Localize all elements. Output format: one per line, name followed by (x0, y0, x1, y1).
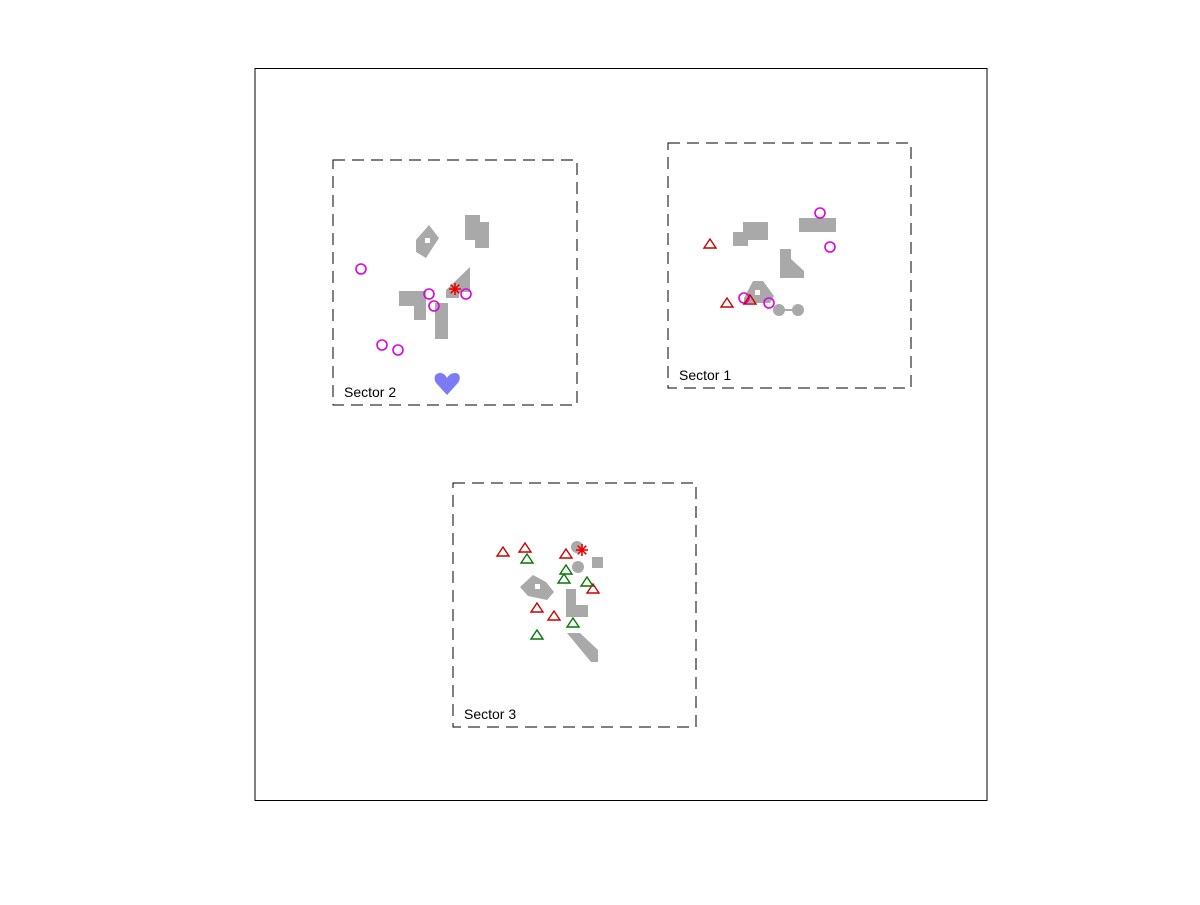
target-heart[interactable] (434, 373, 460, 395)
green-triangle-icon[interactable] (565, 616, 581, 628)
asterisk-star-icon[interactable] (576, 544, 588, 556)
green-triangle-icon[interactable] (579, 575, 595, 587)
sector-3-obstacles (520, 541, 603, 662)
sector-1-box[interactable]: Sector 1 (667, 142, 912, 389)
sector-3-box[interactable]: Sector 3 (452, 482, 697, 728)
obstacle-node (572, 561, 584, 573)
sector-2-label: Sector 2 (344, 384, 396, 400)
hollow-circle-icon[interactable] (423, 288, 435, 300)
red-triangle-icon[interactable] (517, 541, 533, 553)
red-triangle-icon[interactable] (702, 237, 718, 249)
red-triangle-icon[interactable] (529, 601, 545, 613)
obstacle (566, 589, 588, 617)
obstacle (399, 291, 426, 320)
obstacle (733, 222, 768, 246)
sector-1-border (667, 142, 912, 389)
obstacle-hole (535, 584, 540, 589)
obstacle-link (779, 309, 798, 311)
red-triangle-icon[interactable] (742, 293, 758, 305)
hollow-circle-icon[interactable] (814, 207, 826, 219)
green-triangle-icon[interactable] (558, 563, 574, 575)
sector-2-obstacles (399, 215, 489, 339)
hollow-circle-icon[interactable] (355, 263, 367, 275)
obstacle (435, 303, 448, 339)
red-triangle-icon[interactable] (495, 545, 511, 557)
red-triangle-icon[interactable] (585, 582, 601, 594)
hollow-circle-icon[interactable] (824, 241, 836, 253)
obstacle (567, 633, 598, 662)
green-triangle-markers (519, 552, 595, 640)
hollow-circle-icon[interactable] (376, 339, 388, 351)
circle-markers (355, 207, 836, 356)
obstacle (799, 218, 836, 232)
green-triangle-icon[interactable] (556, 572, 572, 584)
sector-1-label: Sector 1 (679, 367, 731, 383)
obstacle-hole (755, 290, 760, 295)
red-triangle-icon[interactable] (558, 547, 574, 559)
obstacle (592, 557, 603, 568)
obstacle (780, 249, 804, 278)
red-triangle-markers (495, 237, 758, 621)
hollow-circle-icon[interactable] (460, 288, 472, 300)
obstacle (446, 267, 470, 298)
obstacle-hole (425, 238, 430, 243)
green-triangle-icon[interactable] (529, 628, 545, 640)
sector-3-border (452, 482, 697, 728)
hollow-circle-icon[interactable] (763, 297, 775, 309)
hollow-circle-icon[interactable] (392, 344, 404, 356)
sector-3-label: Sector 3 (464, 706, 516, 722)
asterisk-star-icon[interactable] (449, 283, 461, 295)
obstacle (465, 215, 489, 248)
sector-2-box[interactable]: Sector 2 (332, 159, 578, 406)
sector-1-obstacles (733, 218, 836, 316)
red-triangle-icon[interactable] (546, 609, 562, 621)
red-triangle-icon[interactable] (719, 296, 735, 308)
map-frame (254, 68, 988, 801)
sector-2-border (332, 159, 578, 406)
hollow-circle-icon[interactable] (428, 300, 440, 312)
green-triangle-icon[interactable] (519, 552, 535, 564)
star-markers (449, 283, 588, 556)
